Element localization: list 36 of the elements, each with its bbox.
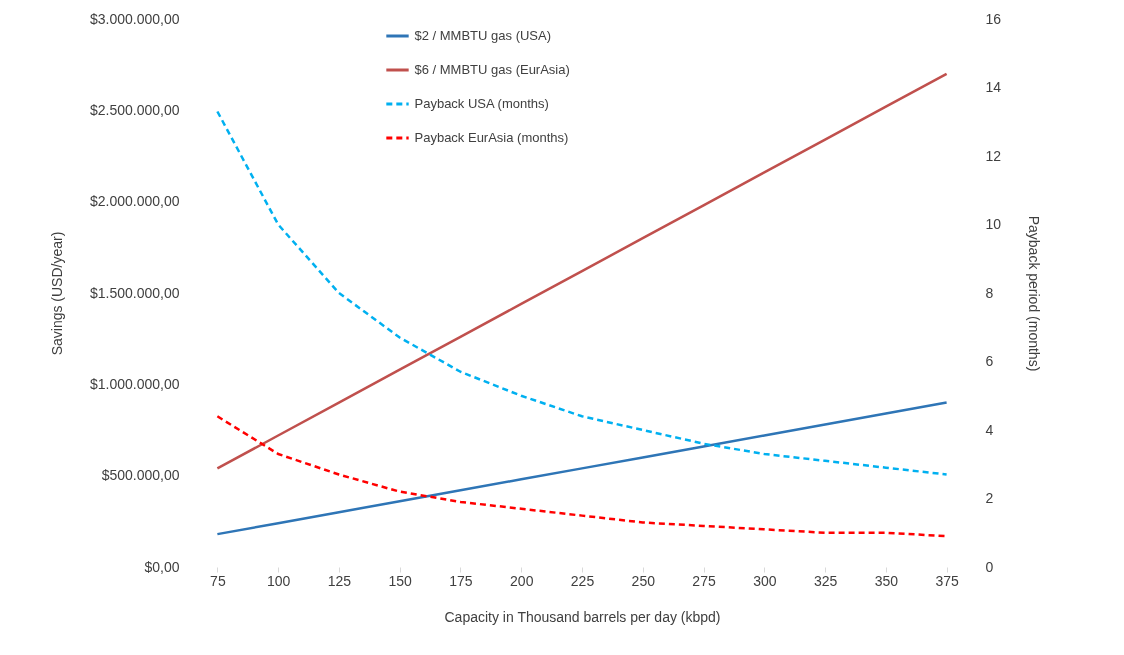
y-tick-label: $3.000.000,00	[89, 10, 180, 27]
x-tick-label: 275	[692, 572, 716, 589]
x-tick-label: 125	[327, 572, 352, 589]
x-tick-label: 150	[388, 572, 413, 589]
x-tick-label: 325	[813, 572, 838, 589]
x-tick-label: 300	[753, 572, 777, 589]
y-tick-label: $1.500.000,00	[89, 284, 180, 301]
y-tick-label: $0,00	[144, 558, 180, 575]
y2-tick-label: 4	[985, 421, 994, 438]
y-axis-title: Savings (USD/year)	[48, 231, 65, 356]
y2-tick-label: 6	[985, 353, 994, 369]
x-tick-label: 375	[935, 572, 960, 589]
x-axis-title: Capacity in Thousand barrels per day (kbpd)	[444, 608, 721, 625]
legend-label: $6 / MMBTU gas (EurAsia)	[414, 62, 570, 77]
x-tick-label: 200	[510, 572, 534, 589]
x-tick-label: 175	[449, 572, 473, 589]
y2-tick-label: 14	[985, 79, 1002, 95]
legend-label: Payback EurAsia (months)	[414, 130, 569, 145]
legend-label: Payback USA (months)	[414, 96, 549, 111]
y-tick-label: $2.500.000,00	[89, 101, 180, 118]
y2-tick-label: 10	[985, 216, 1002, 232]
y2-axis-title: Payback period (months)	[1026, 215, 1043, 372]
x-tick-label: 250	[631, 572, 656, 589]
y-tick-label: $1.000.000,00	[89, 375, 180, 392]
legend-label: $2 / MMBTU gas (USA)	[414, 28, 552, 43]
y-tick-label: $2.000.000,00	[89, 193, 180, 210]
x-tick-label: 225	[570, 572, 595, 589]
y2-tick-label: 0	[985, 558, 994, 575]
x-tick-label: 350	[874, 572, 899, 589]
y2-tick-label: 2	[985, 490, 994, 506]
x-tick-label: 100	[266, 572, 291, 589]
y2-tick-label: 12	[985, 147, 1002, 164]
y2-tick-label: 8	[985, 284, 994, 301]
y-tick-label: $500.000,00	[101, 467, 180, 484]
y2-tick-label: 16	[985, 10, 1002, 27]
x-tick-label: 75	[210, 572, 226, 589]
